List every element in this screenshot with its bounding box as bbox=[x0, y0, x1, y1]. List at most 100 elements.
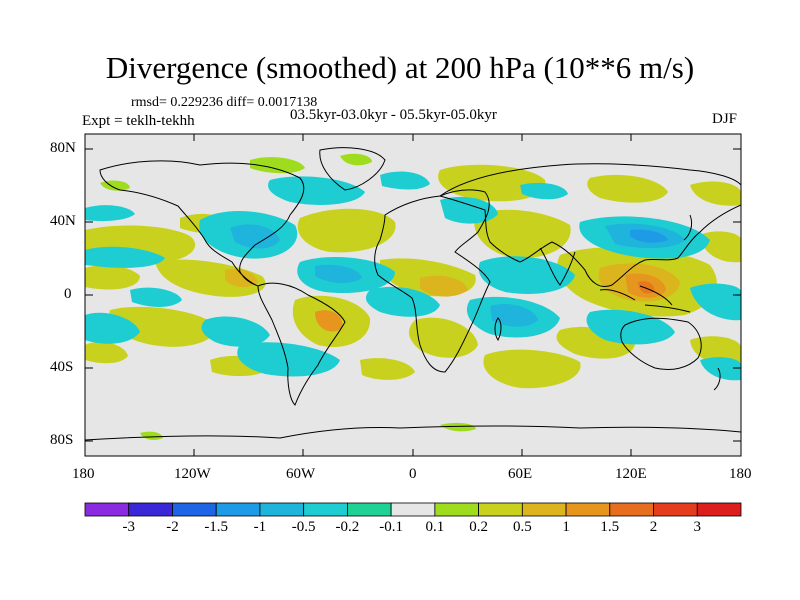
colorbar-label: 0.1 bbox=[425, 519, 445, 535]
pos-region bbox=[587, 174, 668, 203]
lon-label-180e: 180 bbox=[729, 466, 752, 482]
divergence-field bbox=[85, 147, 741, 441]
colorbar-swatch bbox=[390, 502, 436, 517]
neg-region bbox=[315, 264, 362, 284]
colorbar-swatch bbox=[653, 502, 698, 517]
lon-label-60e: 60E bbox=[508, 466, 533, 482]
colorbar-label: 1.5 bbox=[600, 519, 620, 535]
pos-region bbox=[438, 164, 546, 202]
neg-region bbox=[201, 316, 270, 347]
colorbar-label: -3 bbox=[122, 519, 135, 535]
pos-region bbox=[638, 281, 655, 294]
pos-region bbox=[340, 153, 372, 166]
neg-region bbox=[268, 176, 365, 205]
colorbar-swatch bbox=[609, 502, 654, 517]
lat-label-80n: 80N bbox=[50, 140, 76, 156]
colorbar-swatch bbox=[478, 502, 523, 517]
coastline-japan bbox=[683, 214, 693, 241]
pos-region bbox=[690, 336, 741, 364]
colorbar-label: 3 bbox=[693, 519, 702, 535]
period-label: 03.5kyr-03.0kyr - 05.5kyr-05.0kyr bbox=[290, 107, 497, 123]
colorbar-swatch bbox=[303, 502, 348, 517]
neg-region bbox=[85, 246, 165, 268]
coastline-new-zealand bbox=[713, 367, 721, 391]
neg-region bbox=[490, 303, 538, 327]
coastline-north-america bbox=[99, 160, 305, 287]
colorbar-label: -0.1 bbox=[379, 519, 403, 535]
pos-region bbox=[297, 208, 396, 253]
lon-label-60w: 60W bbox=[286, 466, 316, 482]
neg-region bbox=[380, 171, 430, 190]
positive-divergence-regions bbox=[85, 153, 741, 441]
neg-region bbox=[365, 286, 440, 317]
colorbar-label: 0.5 bbox=[512, 519, 532, 535]
neg-region bbox=[85, 312, 140, 344]
coastline-antarctica bbox=[85, 425, 741, 441]
neg-region bbox=[520, 182, 568, 200]
lon-label-0: 0 bbox=[409, 466, 417, 482]
lon-ticks bbox=[193, 134, 632, 456]
colorbar bbox=[84, 502, 742, 517]
coastline-australia bbox=[620, 317, 702, 371]
coastline-india bbox=[539, 247, 576, 286]
neg-region bbox=[630, 229, 668, 243]
colorbar-label: -0.2 bbox=[335, 519, 360, 535]
colorbar-label: 2 bbox=[649, 519, 658, 535]
lon-label-120e: 120E bbox=[615, 466, 647, 482]
neg-region bbox=[690, 283, 741, 321]
colorbar-swatch bbox=[346, 502, 392, 517]
negative-divergence-regions bbox=[85, 171, 741, 381]
pos-region bbox=[250, 157, 305, 174]
colorbar-swatch bbox=[434, 502, 479, 517]
colorbar-swatch bbox=[84, 502, 130, 517]
season-label: DJF bbox=[712, 111, 738, 127]
colorbar-label: 0.2 bbox=[469, 519, 488, 535]
colorbar-swatch bbox=[128, 502, 173, 517]
colorbar-label: 1 bbox=[562, 519, 570, 535]
pos-region bbox=[690, 181, 741, 206]
neg-region bbox=[700, 357, 741, 381]
neg-region bbox=[85, 205, 135, 222]
colorbar-swatch bbox=[215, 502, 261, 517]
pos-region bbox=[420, 275, 468, 297]
colorbar-swatch bbox=[172, 502, 217, 517]
experiment-label: Expt = teklh-tekhh bbox=[82, 113, 195, 129]
lon-label-180w: 180 bbox=[72, 466, 95, 482]
pos-region bbox=[109, 306, 216, 347]
pos-region bbox=[440, 422, 476, 432]
neg-region bbox=[237, 342, 340, 377]
lat-label-40n: 40N bbox=[50, 213, 76, 229]
lon-label-120w: 120W bbox=[174, 466, 211, 482]
lat-label-40s: 40S bbox=[50, 359, 74, 375]
neg-region bbox=[478, 256, 575, 295]
pos-region bbox=[315, 310, 343, 332]
lat-ticks bbox=[85, 148, 741, 442]
colorbar-label: -1 bbox=[253, 519, 267, 535]
colorbar-label: -0.5 bbox=[291, 519, 316, 535]
pos-region bbox=[483, 349, 581, 389]
coastline-south-america bbox=[257, 282, 346, 406]
neg-region bbox=[130, 287, 182, 307]
pos-region bbox=[474, 209, 571, 259]
coastline-europe-africa bbox=[374, 189, 491, 373]
pos-region bbox=[700, 231, 741, 263]
coastline-indonesia bbox=[599, 285, 691, 313]
coastline-asia bbox=[439, 163, 741, 287]
coastline-greenland bbox=[319, 147, 386, 191]
colorbar-label: -2 bbox=[166, 519, 179, 535]
coastline-madagascar bbox=[494, 317, 502, 341]
colorbar-label: -1.5 bbox=[204, 519, 229, 535]
plot-title: Divergence (smoothed) at 200 hPa (10**6 … bbox=[105, 50, 695, 85]
coastlines bbox=[85, 147, 741, 441]
lat-label-80s: 80S bbox=[50, 432, 74, 448]
colorbar-swatch bbox=[696, 502, 742, 517]
lat-label-0: 0 bbox=[64, 286, 72, 302]
neg-region bbox=[230, 224, 280, 249]
pos-region bbox=[85, 265, 140, 290]
neg-region bbox=[440, 196, 498, 224]
colorbar-swatch bbox=[521, 502, 567, 517]
colorbar-swatch bbox=[565, 502, 611, 517]
pos-region bbox=[85, 342, 128, 364]
pos-region bbox=[360, 358, 415, 380]
